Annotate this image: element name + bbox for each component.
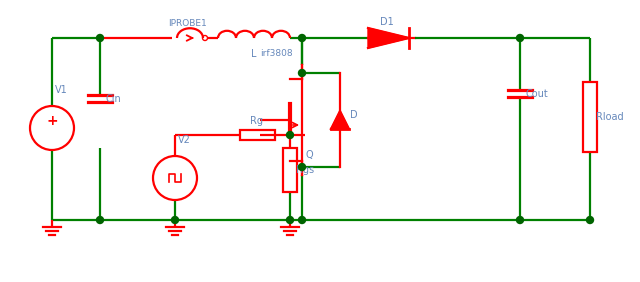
Circle shape: [287, 217, 294, 224]
Text: L: L: [251, 49, 257, 59]
Text: Rload: Rload: [596, 112, 623, 122]
Circle shape: [97, 217, 104, 224]
Text: D1: D1: [380, 17, 394, 27]
Circle shape: [516, 217, 524, 224]
Text: V1: V1: [55, 85, 68, 95]
Circle shape: [172, 217, 179, 224]
Circle shape: [298, 69, 305, 76]
Circle shape: [298, 34, 305, 41]
Circle shape: [298, 217, 305, 224]
Bar: [583, 82, 597, 152]
Polygon shape: [368, 28, 409, 48]
Text: Cout: Cout: [525, 89, 548, 99]
Circle shape: [586, 217, 593, 224]
Bar: [283, 148, 297, 192]
Text: +: +: [46, 114, 58, 128]
Circle shape: [298, 164, 305, 171]
Circle shape: [287, 131, 294, 138]
Text: IPROBE1: IPROBE1: [168, 19, 207, 28]
Text: V2: V2: [178, 135, 191, 145]
Text: Rg: Rg: [250, 116, 263, 126]
Text: Q: Q: [306, 150, 314, 160]
Text: irf3808: irf3808: [260, 49, 292, 58]
Bar: [240, 130, 275, 140]
Circle shape: [516, 34, 524, 41]
Text: Cin: Cin: [105, 94, 121, 104]
Circle shape: [97, 34, 104, 41]
Polygon shape: [331, 111, 349, 129]
Text: Rgs: Rgs: [296, 165, 314, 175]
Text: D: D: [350, 110, 358, 120]
